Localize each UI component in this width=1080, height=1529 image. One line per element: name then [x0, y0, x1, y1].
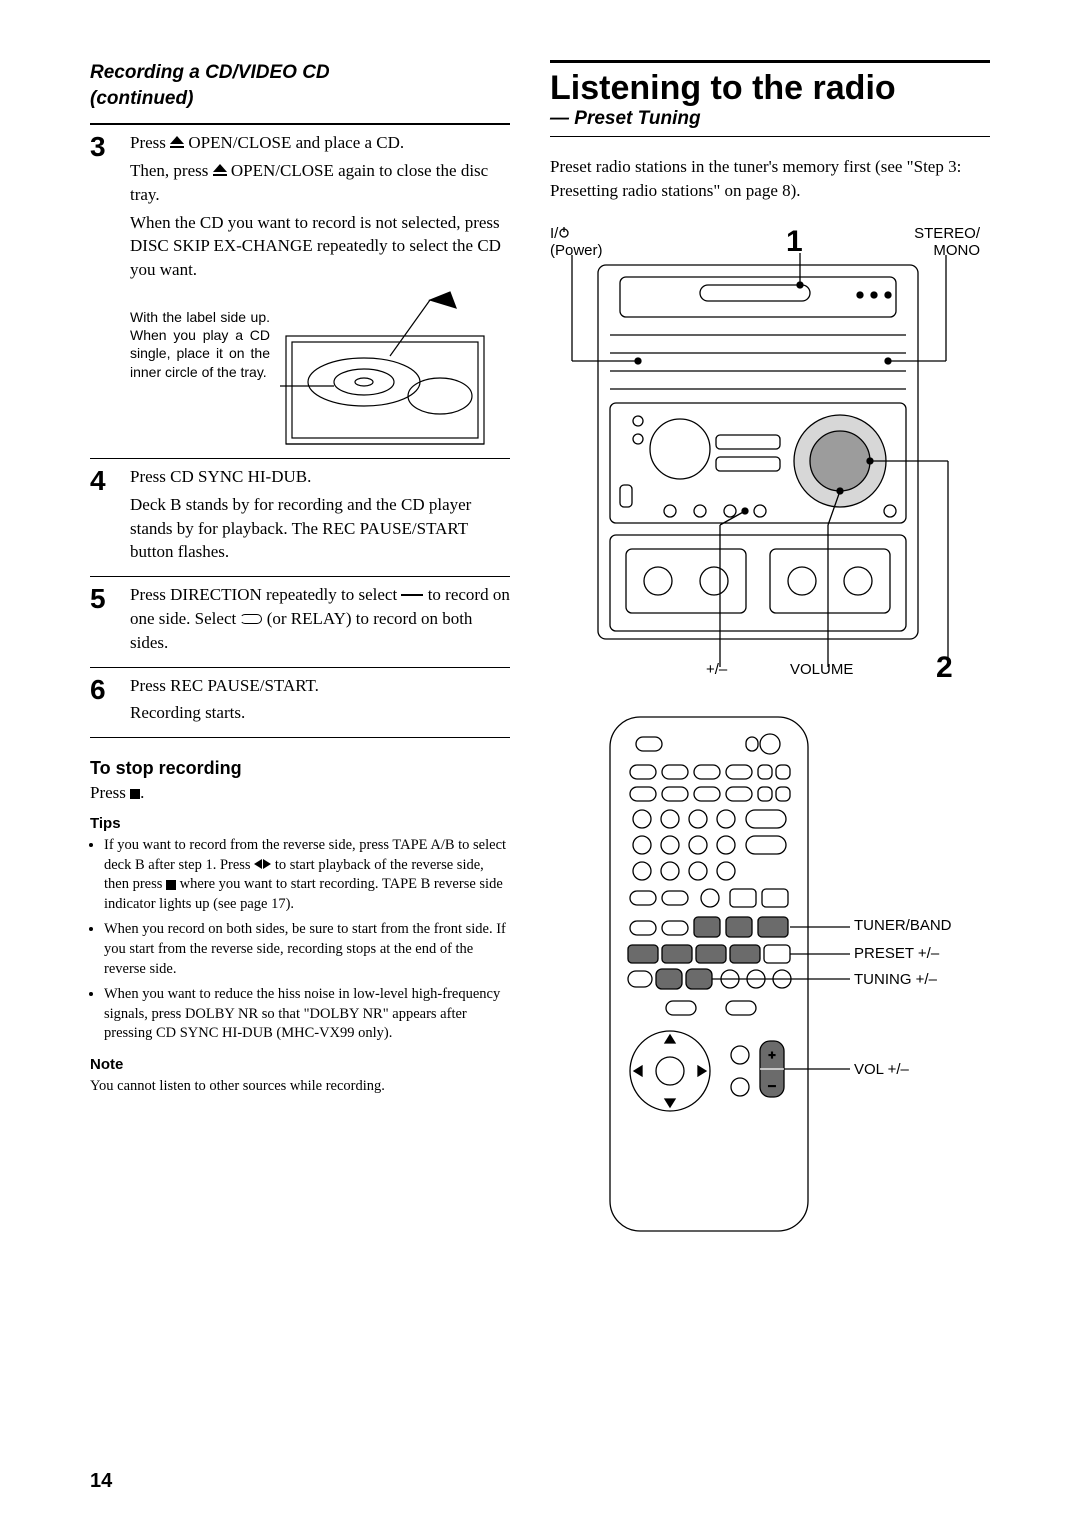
rewind-icon	[254, 859, 262, 869]
eject-icon	[213, 164, 227, 176]
text: OPEN/CLOSE and place a CD.	[184, 133, 404, 152]
step-3: 3 Press OPEN/CLOSE and place a CD. Then,…	[90, 123, 510, 450]
tips-list: If you want to record from the reverse s…	[90, 836, 510, 1044]
step-number: 6	[90, 674, 118, 730]
left-column: Recording a CD/VIDEO CD (continued) 3 Pr…	[90, 60, 510, 1241]
preset-label: PRESET +/–	[854, 945, 939, 962]
tip-item: If you want to record from the reverse s…	[104, 836, 510, 914]
power-icon	[558, 226, 570, 238]
heading-continued: (continued)	[90, 86, 510, 112]
tray-caption: With the label side up. When you play a …	[130, 308, 270, 381]
remote-diagram: + – TUNER/BAND PRESET +/– TUNING +/– VOL…	[550, 711, 980, 1241]
power-label: I/ (Power)	[550, 225, 603, 259]
text: Press CD SYNC HI-DUB.	[130, 465, 510, 489]
text: Deck B stands by for recording and the C…	[130, 493, 510, 564]
intro-paragraph: Preset radio stations in the tuner's mem…	[550, 155, 990, 203]
text: Press DIRECTION repeatedly to select	[130, 585, 401, 604]
text: Press REC PAUSE/START.	[130, 674, 319, 698]
heading-text: Recording a CD/VIDEO CD	[90, 62, 330, 83]
play-icon	[263, 859, 271, 869]
tip-item: When you want to reduce the hiss noise i…	[104, 985, 510, 1044]
text: Press	[90, 783, 130, 802]
note-heading: Note	[90, 1056, 510, 1073]
svg-text:+: +	[768, 1048, 775, 1062]
stop-heading: To stop recording	[90, 758, 510, 779]
plusminus-label: +/–	[706, 661, 727, 678]
cd-tray-illustration	[280, 290, 490, 450]
step-number: 5	[90, 583, 118, 658]
eject-icon	[170, 136, 184, 148]
one-side-icon	[401, 590, 423, 600]
tray-figure: With the label side up. When you play a …	[130, 290, 510, 450]
tips-heading: Tips	[90, 815, 510, 832]
callout-2: 2	[936, 651, 953, 685]
tip-item: When you record on both sides, be sure t…	[104, 920, 510, 979]
right-column: Listening to the radio — Preset Tuning P…	[550, 60, 990, 1241]
step-6: 6 Press REC PAUSE/START. Recording start…	[90, 667, 510, 730]
both-sides-icon	[240, 614, 262, 624]
stop-icon	[130, 789, 140, 799]
step-body: Press OPEN/CLOSE and place a CD. Then, p…	[130, 131, 510, 450]
tuning-label: TUNING +/–	[854, 971, 937, 988]
note-text: You cannot listen to other sources while…	[90, 1077, 510, 1097]
stereo-mono-label: STEREO/MONO	[914, 225, 980, 259]
section-heading: Recording a CD/VIDEO CD (continued)	[90, 60, 510, 111]
text: Recording starts.	[130, 701, 319, 725]
tuner-band-label: TUNER/BAND	[854, 917, 952, 934]
text: .	[140, 783, 144, 802]
step-5: 5 Press DIRECTION repeatedly to select t…	[90, 576, 510, 658]
text: Press	[130, 133, 170, 152]
step-number: 4	[90, 465, 118, 568]
step-number: 3	[90, 131, 118, 450]
main-title: Listening to the radio	[550, 60, 990, 108]
step-4: 4 Press CD SYNC HI-DUB. Deck B stands by…	[90, 458, 510, 568]
svg-text:–: –	[769, 1078, 776, 1092]
subtitle: — Preset Tuning	[550, 108, 990, 137]
volume-label: VOLUME	[790, 661, 853, 678]
vol-label: VOL +/–	[854, 1061, 909, 1078]
main-unit-diagram: I/ (Power) 1 STEREO/MONO +/– VOLUME 2	[550, 225, 980, 685]
page-number: 14	[90, 1470, 112, 1493]
text: When the CD you want to record is not se…	[130, 211, 510, 282]
callout-1: 1	[786, 225, 803, 259]
stop-icon	[166, 880, 176, 890]
text: Then, press	[130, 161, 213, 180]
